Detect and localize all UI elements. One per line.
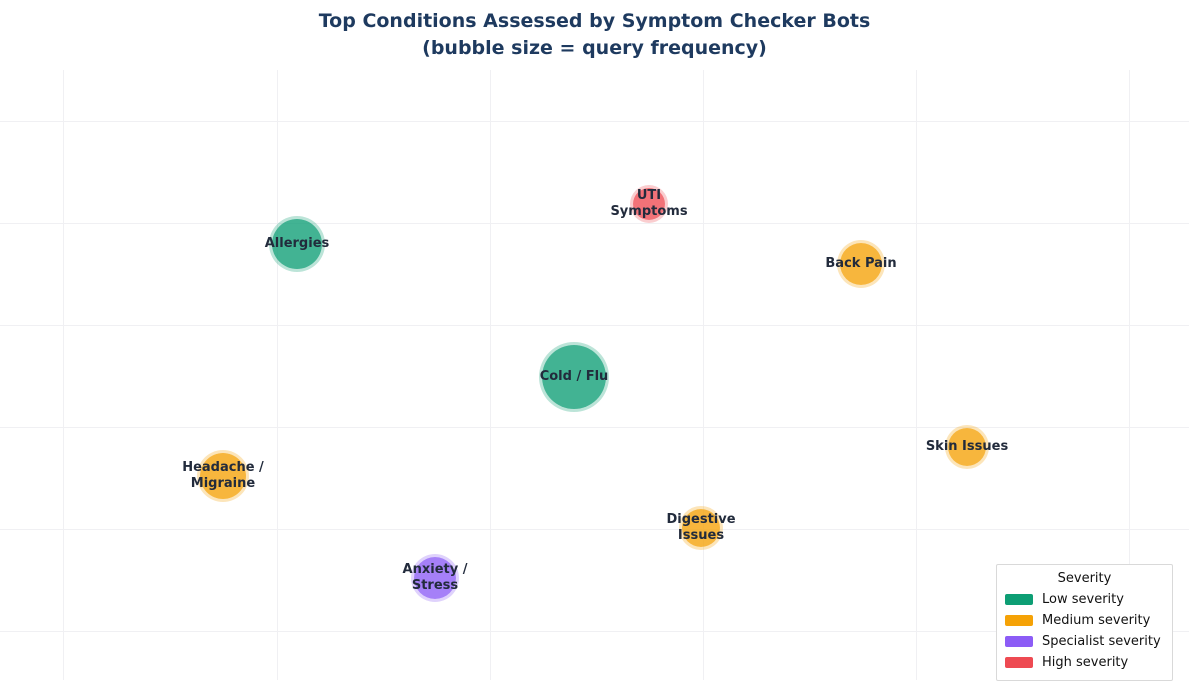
horizontal-gridline [0,121,1189,122]
bubble-uti-symptoms[interactable] [633,188,665,220]
medium-severity-swatch-icon [1005,615,1033,626]
legend-item-label: Low severity [1042,592,1124,607]
low-severity-swatch-icon [1005,594,1033,605]
legend-item-label: High severity [1042,655,1129,670]
bubble-skin-issues[interactable] [948,428,986,466]
legend-item-high[interactable]: High severity [1005,652,1164,673]
chart-title: Top Conditions Assessed by Symptom Check… [0,8,1189,62]
legend-item-specialist[interactable]: Specialist severity [1005,631,1164,652]
legend-item-label: Specialist severity [1042,634,1161,649]
legend-item-low[interactable]: Low severity [1005,589,1164,610]
horizontal-gridline [0,529,1189,530]
legend-title: Severity [1057,571,1112,586]
bubble-cold-flu[interactable] [542,345,606,409]
high-severity-swatch-icon [1005,657,1033,668]
vertical-gridline [63,70,64,680]
chart-title-line1: Top Conditions Assessed by Symptom Check… [318,10,871,32]
horizontal-gridline [0,631,1189,632]
horizontal-gridline [0,325,1189,326]
vertical-gridline [916,70,917,680]
specialist-severity-swatch-icon [1005,636,1033,647]
vertical-gridline [1129,70,1130,680]
horizontal-gridline [0,223,1189,224]
bubble-anxiety-stress[interactable] [414,557,456,599]
legend-item-medium[interactable]: Medium severity [1005,610,1164,631]
vertical-gridline [490,70,491,680]
legend-item-label: Medium severity [1042,613,1151,628]
chart-title-line2: (bubble size = query frequency) [422,37,767,59]
severity-legend: Severity Low severity Medium severity Sp… [996,564,1173,681]
vertical-gridline [703,70,704,680]
vertical-gridline [277,70,278,680]
bubble-headache-migraine[interactable] [200,453,246,499]
bubble-digestive-issues[interactable] [682,509,720,547]
bubble-allergies[interactable] [272,219,322,269]
bubble-back-pain[interactable] [840,243,882,285]
horizontal-gridline [0,427,1189,428]
